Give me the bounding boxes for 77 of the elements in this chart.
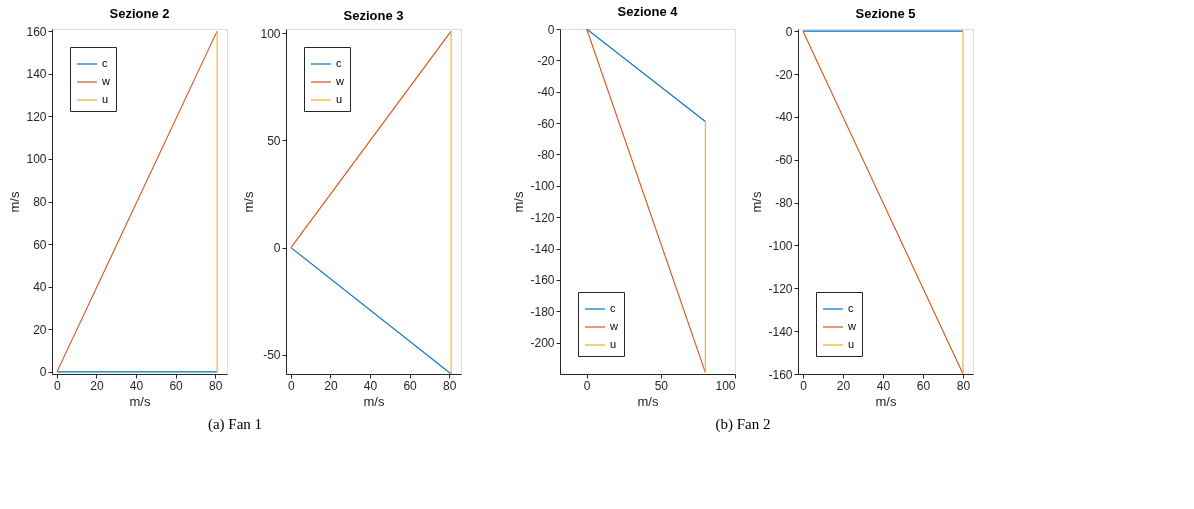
x-tick-label: 50	[654, 378, 669, 393]
y-tick-label: -180	[530, 304, 555, 319]
y-tick-label: -40	[775, 110, 793, 125]
x-tick-label: 40	[363, 378, 378, 393]
legend-label: w	[335, 75, 344, 87]
chart-title: Sezione 2	[109, 6, 170, 22]
x-tick-label: 0	[583, 378, 591, 393]
y-tick-label: -200	[530, 336, 555, 351]
y-tick-label: -120	[768, 281, 793, 296]
y-tick-label: -60	[537, 116, 555, 131]
y-tick-label: -100	[768, 238, 793, 253]
y-tick-label: 80	[33, 195, 47, 209]
y-tick-label: -120	[530, 210, 555, 225]
x-tick-label: 20	[90, 378, 104, 393]
x-axis-title: m/s	[129, 393, 151, 409]
legend-label: c	[848, 302, 854, 314]
y-tick-label: -160	[530, 273, 555, 288]
y-axis-title: m/s	[749, 191, 765, 213]
y-tick-label: 50	[267, 133, 281, 148]
legend-label: c	[336, 57, 342, 69]
x-axis-title: m/s	[875, 393, 897, 409]
y-tick-label: 0	[547, 22, 555, 37]
y-tick-label: -60	[775, 153, 793, 168]
y-axis-title: m/s	[511, 191, 527, 213]
y-tick-label: 120	[26, 109, 47, 124]
chart-title: Sezione 4	[617, 4, 679, 19]
legend-label: w	[847, 320, 856, 332]
legend-label: c	[102, 57, 108, 69]
legend-label: u	[610, 338, 617, 350]
y-tick-label: -40	[537, 85, 555, 100]
y-tick-label: -160	[768, 367, 793, 382]
y-tick-label: -100	[530, 179, 555, 194]
legend-label: c	[610, 302, 616, 314]
x-axis-title: m/s	[363, 393, 385, 409]
x-tick-label: 0	[800, 378, 808, 393]
y-tick-label: -140	[530, 242, 555, 257]
y-tick-label: -80	[537, 147, 555, 162]
x-tick-label: 60	[169, 378, 184, 393]
y-axis-title: m/s	[7, 191, 23, 213]
x-tick-label: 80	[956, 378, 971, 393]
x-tick-label: 60	[403, 378, 418, 393]
x-tick-label: 20	[324, 378, 338, 393]
y-tick-label: 0	[39, 365, 47, 380]
chart-title: Sezione 3	[343, 8, 404, 24]
chart-title: Sezione 5	[855, 6, 916, 22]
y-tick-label: -20	[775, 67, 793, 82]
legend-label: u	[336, 93, 343, 105]
x-tick-label: 0	[54, 378, 62, 393]
x-tick-label: 40	[129, 378, 144, 393]
y-tick-label: 0	[273, 241, 281, 256]
y-tick-label: -20	[537, 53, 555, 68]
y-tick-label: 140	[26, 67, 47, 82]
x-tick-label: 60	[916, 378, 931, 393]
x-tick-label: 80	[442, 378, 457, 393]
legend-label: w	[609, 320, 618, 332]
legend-label: u	[848, 338, 855, 350]
y-tick-label: -140	[768, 324, 793, 339]
y-tick-label: 40	[33, 280, 47, 295]
text: (b) Fan 2	[715, 415, 771, 433]
y-tick-label: 0	[785, 24, 793, 39]
y-tick-label: 160	[26, 24, 47, 39]
x-tick-label: 20	[836, 378, 851, 393]
y-tick-label: 20	[33, 322, 47, 337]
x-tick-label: 80	[208, 378, 223, 393]
x-tick-label: 100	[715, 378, 736, 393]
x-axis-title: m/s	[637, 393, 659, 409]
y-tick-label: -80	[775, 196, 793, 211]
legend-label: u	[102, 93, 109, 105]
y-tick-label: 100	[260, 26, 281, 41]
text: (a) Fan 1	[207, 415, 263, 433]
x-tick-label: 40	[876, 378, 891, 393]
y-tick-label: -50	[263, 348, 281, 363]
legend-label: w	[101, 75, 110, 87]
y-tick-label: 100	[26, 152, 47, 167]
x-tick-label: 0	[288, 378, 296, 393]
y-axis-title: m/s	[241, 191, 257, 213]
y-tick-label: 60	[33, 237, 47, 252]
